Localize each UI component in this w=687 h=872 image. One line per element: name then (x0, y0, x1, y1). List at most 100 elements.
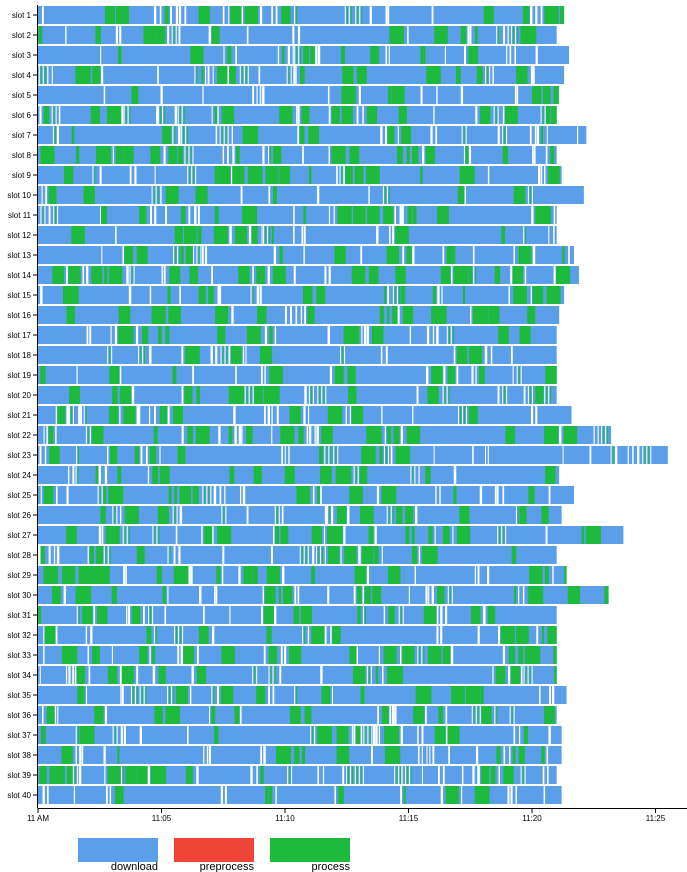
short-task (546, 386, 548, 404)
idle-gap (522, 586, 525, 604)
idle-gap (196, 766, 199, 784)
short-task (442, 386, 444, 404)
idle-gap (142, 606, 145, 624)
idle-gap (538, 166, 541, 184)
short-task (448, 326, 450, 344)
download-bar (38, 446, 668, 464)
idle-gap (112, 146, 114, 164)
slot-label: slot 21 (7, 411, 31, 420)
process-bar (254, 386, 264, 404)
process-bar (341, 46, 345, 64)
process-bar (447, 726, 460, 744)
idle-gap (530, 66, 533, 84)
process-bar (379, 446, 383, 464)
process-bar (361, 546, 374, 564)
download-bar (38, 786, 562, 804)
process-bar (214, 166, 218, 184)
idle-gap (123, 566, 126, 584)
process-bar (331, 146, 346, 164)
idle-gap (434, 526, 436, 544)
idle-gap (193, 246, 195, 264)
short-task (123, 106, 125, 124)
process-bar (192, 486, 199, 504)
idle-gap (212, 526, 214, 544)
process-bar (351, 406, 364, 424)
short-task (116, 506, 118, 524)
short-task (245, 66, 247, 84)
idle-gap (160, 86, 163, 104)
idle-gap (549, 686, 551, 704)
process-bar (553, 86, 559, 104)
short-task (296, 686, 298, 704)
short-task (304, 626, 306, 644)
process-bar (227, 46, 232, 64)
idle-gap (535, 406, 538, 424)
idle-gap (468, 146, 472, 164)
idle-gap (336, 166, 338, 184)
process-bar (356, 66, 367, 84)
process-bar (518, 646, 524, 664)
idle-gap (627, 446, 629, 464)
idle-gap (120, 686, 122, 704)
process-bar (62, 286, 79, 304)
idle-gap (179, 506, 183, 524)
process-bar (61, 566, 76, 584)
idle-gap (104, 706, 108, 724)
idle-gap (126, 606, 128, 624)
process-bar (445, 786, 459, 804)
idle-gap (544, 166, 546, 184)
idle-gap (422, 146, 425, 164)
short-task (522, 766, 524, 784)
process-bar (422, 546, 438, 564)
idle-gap (464, 186, 467, 204)
process-bar (46, 706, 55, 724)
idle-gap (437, 766, 440, 784)
idle-gap (149, 646, 151, 664)
process-bar (384, 746, 401, 764)
x-tick-label: 11:05 (152, 814, 172, 823)
short-task (511, 26, 513, 44)
idle-gap (275, 6, 278, 24)
short-task (386, 186, 388, 204)
idle-gap (440, 626, 443, 644)
process-bar (71, 226, 85, 244)
process-bar (403, 786, 406, 804)
idle-gap (477, 566, 480, 584)
short-task (92, 166, 94, 184)
slot-label: slot 3 (12, 51, 32, 60)
process-bar (459, 506, 470, 524)
idle-gap (523, 386, 526, 404)
short-task (330, 446, 332, 464)
process-bar (562, 246, 565, 264)
short-task (225, 126, 227, 144)
idle-gap (202, 246, 204, 264)
process-bar (541, 126, 544, 144)
process-bar (69, 386, 80, 404)
idle-gap (345, 406, 347, 424)
process-bar (311, 626, 325, 644)
idle-gap (328, 146, 330, 164)
idle-gap (513, 726, 516, 744)
idle-gap (150, 206, 152, 224)
idle-gap (66, 266, 68, 284)
idle-gap (190, 566, 193, 584)
short-task (349, 766, 351, 784)
process-bar (95, 466, 99, 484)
short-task (494, 706, 496, 724)
process-bar (150, 766, 167, 784)
process-bar (142, 326, 149, 344)
idle-gap (209, 746, 212, 764)
short-task (327, 506, 329, 524)
process-bar (92, 646, 100, 664)
process-bar (514, 586, 517, 604)
idle-gap (211, 626, 215, 644)
short-task (274, 506, 276, 524)
idle-gap (256, 86, 258, 104)
process-bar (427, 646, 442, 664)
idle-gap (446, 726, 448, 744)
idle-gap (312, 486, 315, 504)
process-bar (349, 486, 363, 504)
slot-label: slot 37 (7, 731, 31, 740)
idle-gap (431, 6, 434, 24)
idle-gap (264, 366, 266, 384)
